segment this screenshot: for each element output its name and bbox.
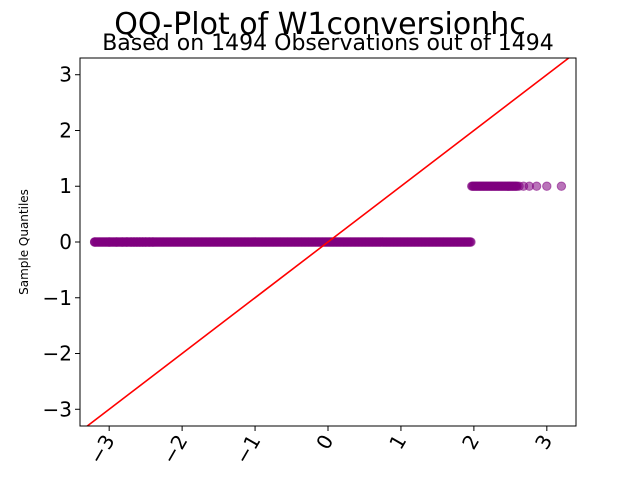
data-point bbox=[531, 181, 542, 191]
y-tick-label: −2 bbox=[43, 342, 72, 366]
y-tick-label: 2 bbox=[59, 118, 72, 142]
x-tick-label: −2 bbox=[157, 431, 193, 469]
chart-subtitle: Based on 1494 Observations out of 1494 bbox=[102, 31, 554, 56]
data-point bbox=[148, 237, 158, 247]
x-tick-label: 3 bbox=[530, 431, 557, 454]
x-tick-label: 0 bbox=[311, 431, 338, 454]
y-tick-label: 0 bbox=[59, 230, 72, 254]
x-tick-label: −3 bbox=[84, 431, 120, 469]
y-axis-label: Sample Quantiles bbox=[17, 189, 31, 295]
y-tick-label: 3 bbox=[59, 63, 72, 87]
data-point bbox=[556, 181, 567, 191]
x-tick-label: −1 bbox=[230, 431, 266, 469]
data-point bbox=[542, 181, 552, 191]
y-tick-label: 1 bbox=[59, 174, 72, 198]
y-tick-label: −1 bbox=[43, 286, 72, 310]
chart-title: QQ-Plot of W1conversionhc bbox=[114, 7, 525, 42]
x-tick-label: 1 bbox=[384, 431, 411, 454]
x-tick-label: 2 bbox=[457, 431, 484, 454]
data-point bbox=[89, 237, 100, 247]
y-tick-label: −3 bbox=[43, 397, 72, 421]
data-point bbox=[466, 237, 476, 247]
reference-line bbox=[85, 58, 571, 426]
